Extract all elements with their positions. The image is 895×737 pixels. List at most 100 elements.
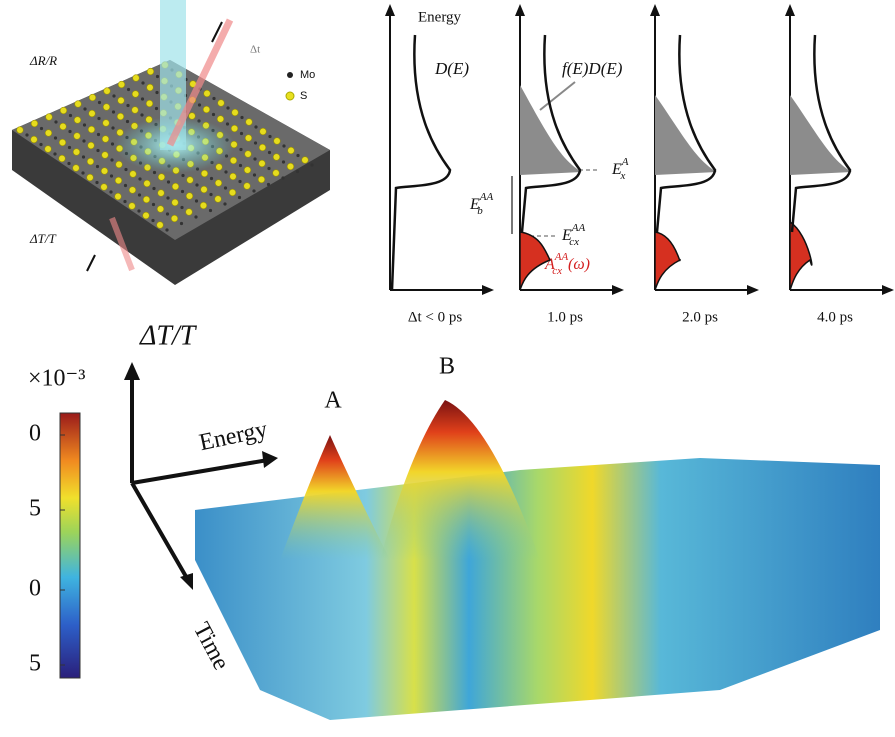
s-atom <box>272 153 281 161</box>
mo-atom <box>166 196 170 200</box>
mo-atom <box>95 164 100 169</box>
mo-atom <box>109 174 114 178</box>
mo-atom <box>111 126 115 130</box>
cluster-fill <box>789 220 813 291</box>
mo-atom <box>268 134 272 139</box>
mo-atom <box>96 148 100 153</box>
mo-atom <box>208 208 213 213</box>
mo-atom <box>165 228 169 232</box>
mo-atom <box>109 190 113 194</box>
mo-atom <box>141 81 145 85</box>
s-atom <box>170 214 179 223</box>
mo-atom <box>81 171 85 175</box>
s-atom <box>259 127 267 136</box>
mo-atom <box>67 145 72 150</box>
s-atom <box>229 156 238 165</box>
s-atom <box>88 93 97 102</box>
s-atom <box>117 96 125 105</box>
s-atom <box>73 132 81 140</box>
mo-atom <box>39 126 44 131</box>
legend-label: S <box>300 90 307 102</box>
s-atom <box>146 83 154 92</box>
delay-label: 2.0 ps <box>682 309 718 325</box>
occupied-fill <box>655 95 717 175</box>
s-atom <box>203 89 211 98</box>
label: Δt <box>250 44 260 56</box>
mo-atom <box>81 155 86 159</box>
mo-atom <box>53 136 58 140</box>
label: EA x <box>611 156 629 182</box>
mo-atom <box>194 215 198 219</box>
panel-a: ΔR/R Δt Mo S ΔT/T <box>12 0 330 285</box>
s-atom <box>273 137 281 145</box>
mo-icon <box>287 72 293 78</box>
s-atom <box>131 90 140 98</box>
mo-atom <box>140 97 145 101</box>
mo-atom <box>110 158 114 162</box>
mo-atom <box>209 192 213 197</box>
mo-atom <box>67 161 71 166</box>
s-atom <box>87 125 96 134</box>
mo-atom <box>180 189 185 194</box>
s-atom <box>16 126 24 134</box>
mo-atom <box>181 173 185 178</box>
s-atom <box>88 109 96 118</box>
mo-atom <box>252 173 257 177</box>
s-atom <box>117 80 126 89</box>
s-atom <box>244 134 253 142</box>
s-atom <box>185 192 194 200</box>
s-atom <box>30 119 39 128</box>
s-atom <box>86 173 94 182</box>
mo-atom <box>295 169 300 174</box>
s-atom <box>116 112 125 121</box>
mo-atom <box>238 179 242 184</box>
mo-atom <box>296 153 300 158</box>
s-atom <box>199 201 208 210</box>
s-atom <box>44 145 52 153</box>
s-atom <box>231 108 239 117</box>
mo-atom <box>125 119 130 124</box>
s-atom <box>73 116 82 124</box>
mo-atom <box>180 205 184 210</box>
mo-atom <box>166 180 171 184</box>
label: ΔT/T <box>29 231 56 246</box>
mo-atom <box>155 90 159 95</box>
s-atom <box>230 124 239 133</box>
pointer <box>539 81 576 111</box>
axes <box>389 12 488 291</box>
s-atom <box>156 221 164 229</box>
s-atom <box>243 182 251 190</box>
s-atom <box>171 182 180 191</box>
mo-atom <box>82 123 87 127</box>
delay-label: 1.0 ps <box>547 309 583 325</box>
mo-atom <box>254 125 258 129</box>
mo-atom <box>155 74 160 79</box>
mo-atom <box>138 177 142 181</box>
mo-atom <box>126 87 131 92</box>
s-atom <box>146 67 155 76</box>
arrowhead <box>882 285 894 295</box>
colorbar-tick-label: 5 <box>29 651 41 677</box>
mo-atom <box>25 133 29 137</box>
occupied-fill <box>520 85 582 175</box>
s-atom <box>100 183 108 191</box>
mo-atom <box>68 113 73 118</box>
s-atom <box>59 106 68 115</box>
transmitted-beam <box>109 216 135 272</box>
mo-atom <box>97 116 101 121</box>
s-atom <box>287 146 295 155</box>
s-atom <box>44 129 53 137</box>
s-atom <box>156 205 165 213</box>
mo-atom <box>211 112 216 117</box>
mo-atom <box>68 129 72 134</box>
s-atom <box>258 159 266 168</box>
peak-label: B <box>439 354 455 380</box>
mo-atom <box>253 157 257 161</box>
mo-atom <box>252 189 256 193</box>
mo-atom <box>179 221 184 226</box>
s-atom <box>216 115 225 123</box>
mo-atom <box>83 107 87 111</box>
s-atom <box>214 195 222 203</box>
s-atom <box>114 192 122 201</box>
mo-atom <box>165 212 170 216</box>
